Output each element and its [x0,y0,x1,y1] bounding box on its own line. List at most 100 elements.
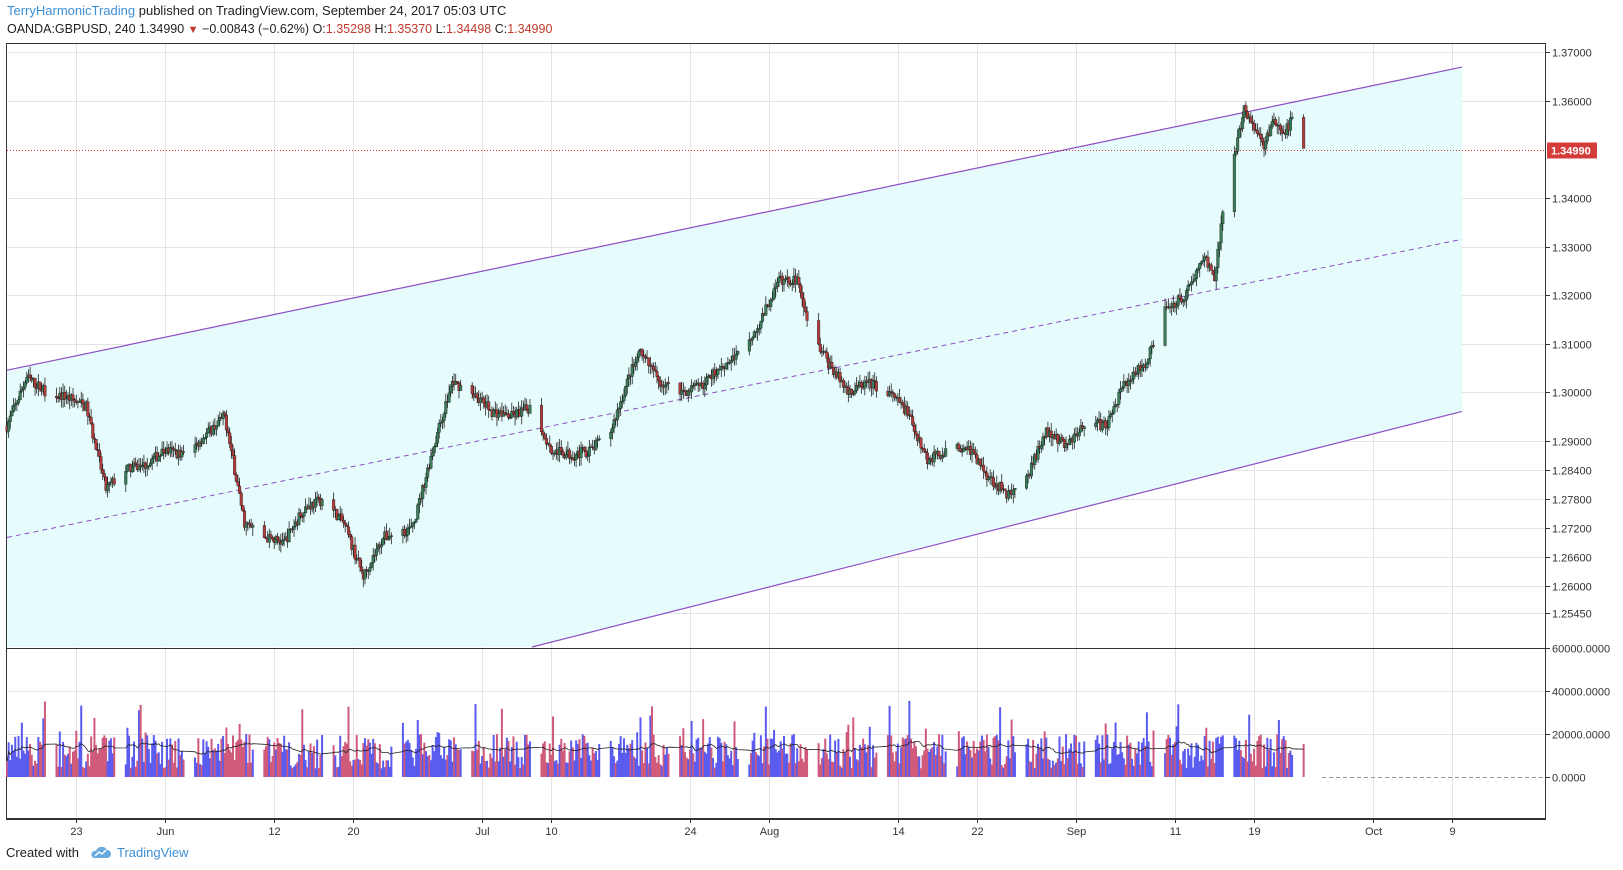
volume-bar [1238,740,1241,777]
volume-bar [410,749,413,777]
volume-bar [302,744,305,777]
volume-bar [1256,740,1259,777]
volume-bar [423,742,426,777]
volume-bar [1274,767,1277,777]
candle-down [1260,138,1264,143]
footer: Created with TradingView [6,845,189,861]
volume-bar [768,764,771,777]
candle-down [236,481,240,487]
candle-up [1072,433,1076,443]
volume-bar [845,732,848,777]
volume-bar [1139,764,1142,777]
candle-up [1236,137,1240,152]
volume-bar [718,738,721,777]
candle-up [21,386,25,390]
volume-bar [1279,752,1282,777]
volume-bar [471,750,474,777]
volume-bar [637,765,640,777]
candle-down [978,458,982,466]
volume-bar [162,767,165,777]
author-link[interactable]: TerryHarmonicTrading [7,3,136,18]
volume-bar [563,743,566,777]
candle-down [348,534,352,537]
volume-bar [354,759,357,777]
candle-down [353,544,357,560]
volume-bar [19,758,22,777]
volume-bar [712,758,715,777]
candle-down [797,277,801,285]
candle-down [340,513,344,521]
volume-bar [525,734,528,777]
volume-bar [642,763,645,777]
volume-bar [583,735,586,777]
volume-tick-label: 0.0000 [1552,773,1586,785]
candle-up [442,413,446,421]
volume-bar [243,741,246,777]
candle-up [421,485,425,499]
volume-bar [929,748,932,777]
volume-bar [528,741,531,777]
candle-up [416,504,420,520]
volume-bar [357,759,360,777]
price-axis[interactable]: 1.37000 1.36000 1.34000 1.33000 1.32000 1.310… [7,48,1597,621]
volume-bar [688,749,691,777]
volume-bar [850,768,853,777]
volume-bar [182,759,185,777]
candle-up [1100,422,1104,431]
candle-down [233,455,237,475]
volume-bar [575,740,578,777]
volume-bar [161,741,164,777]
volume-bar [1136,753,1139,777]
volume-bar [720,742,723,777]
volume-bar [335,767,338,777]
candle-up [1057,441,1061,444]
volume-bar [151,743,154,777]
volume-bar [1261,767,1264,777]
volume-axis[interactable]: 60000.0000 40000.0000 20000.0000 0.0000 [1545,644,1610,785]
candle-up [25,376,29,383]
volume-bar [453,737,456,777]
volume-bar [1169,737,1172,777]
volume-bar [619,736,622,777]
volume-bar [68,746,71,777]
volume-bar [913,741,916,777]
volume-bar [1167,734,1170,777]
candle-up [1109,414,1113,417]
close-value: 1.34990 [507,22,553,36]
time-axis[interactable]: 23 Jun 12 20 Jul 10 24 Aug 14 22 Sep 11 19 Oct 9 [70,818,1456,838]
volume-bar [1000,765,1003,777]
volume-bar [786,753,789,777]
volume-bar [459,749,462,777]
volume-bar [522,764,525,777]
candle-up [759,321,763,329]
volume-bar [1106,734,1109,777]
candle-down [901,401,905,405]
volume-bar [784,753,787,777]
candle-up [1199,261,1203,264]
volume-bar [872,745,875,777]
tradingview-link[interactable]: TradingView [116,845,189,860]
volume-bar [365,745,368,777]
volume-bar [137,710,140,777]
volume-bar [83,768,86,777]
volume-bar [999,707,1002,777]
candle-up [944,448,948,457]
volume-bar [1276,734,1279,777]
volume-bar [22,750,25,777]
volume-bar [1190,743,1193,777]
volume-bar [613,756,616,777]
candle-down [525,404,529,410]
volume-bar [858,744,861,777]
volume-bar [728,758,731,777]
volume-bar [997,740,1000,777]
time-tick-label: 20 [347,826,359,838]
candle-up [637,351,641,358]
candle-up [282,539,286,541]
candle-down [360,566,364,571]
volume-bar [228,749,231,777]
volume-bar [515,741,518,777]
candle-up [1194,270,1198,280]
candle-down [957,443,961,449]
candle-up [1107,416,1111,428]
